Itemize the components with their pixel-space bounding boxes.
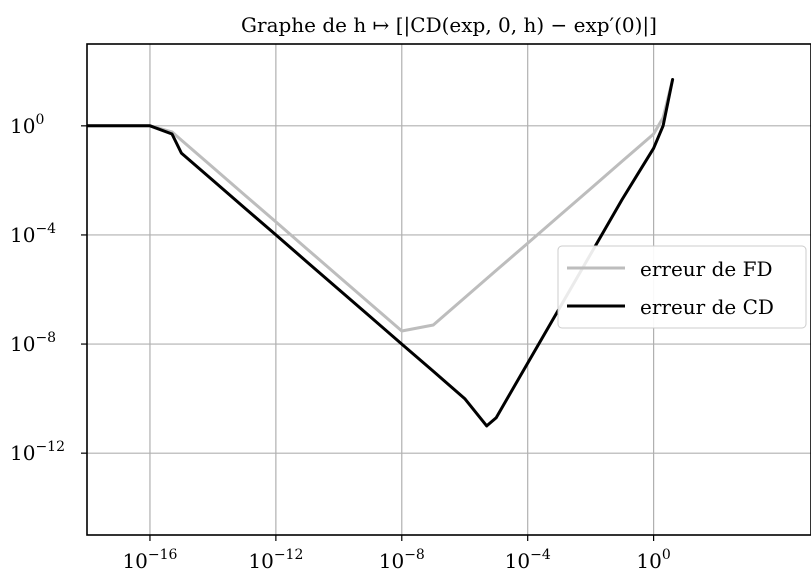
x-tick-exponent: −12 <box>274 547 304 563</box>
y-tick-exponent: −8 <box>35 330 56 346</box>
grid <box>87 44 811 535</box>
x-tick-label: 10−8 <box>379 547 425 573</box>
x-tick-base: 10 <box>248 549 273 573</box>
y-tick-base: 10 <box>10 332 35 356</box>
y-tick-label: 100 <box>10 112 44 138</box>
y-tick-base: 10 <box>10 114 35 138</box>
x-tick-exponent: 0 <box>662 547 671 563</box>
x-tick-base: 10 <box>122 549 147 573</box>
x-tick-base: 10 <box>379 549 404 573</box>
y-tick-exponent: −12 <box>35 439 65 455</box>
x-tick-exponent: −4 <box>530 547 551 563</box>
y-tick-exponent: −4 <box>35 221 56 237</box>
x-tick-exponent: −8 <box>404 547 425 563</box>
series-layer <box>87 78 675 428</box>
chart-title: Graphe de h ↦ [|CD(exp, 0, h) − exp′(0)|… <box>241 13 657 38</box>
y-tick-base: 10 <box>10 223 35 247</box>
x-tick-label: 10−16 <box>122 547 177 573</box>
y-tick-exponent: 0 <box>35 112 44 128</box>
x-tick-exponent: −16 <box>148 547 178 563</box>
y-tick-base: 10 <box>10 441 35 465</box>
y-tick-label: 10−4 <box>10 221 56 247</box>
legend: erreur de FD erreur de CD <box>557 245 807 329</box>
series-cd-line <box>87 78 675 428</box>
x-tick-label: 10−4 <box>505 547 551 573</box>
legend-label-fd: erreur de FD <box>640 257 773 281</box>
plot-frame <box>86 43 811 536</box>
y-tick-label: 10−8 <box>10 330 56 356</box>
x-tick-base: 10 <box>636 549 661 573</box>
series-fd-line <box>87 78 675 333</box>
legend-label-cd: erreur de CD <box>640 295 774 319</box>
y-tick-label: 10−12 <box>10 439 65 465</box>
x-tick-label: 100 <box>636 547 670 573</box>
x-tick-label: 10−12 <box>248 547 303 573</box>
x-tick-base: 10 <box>505 549 530 573</box>
